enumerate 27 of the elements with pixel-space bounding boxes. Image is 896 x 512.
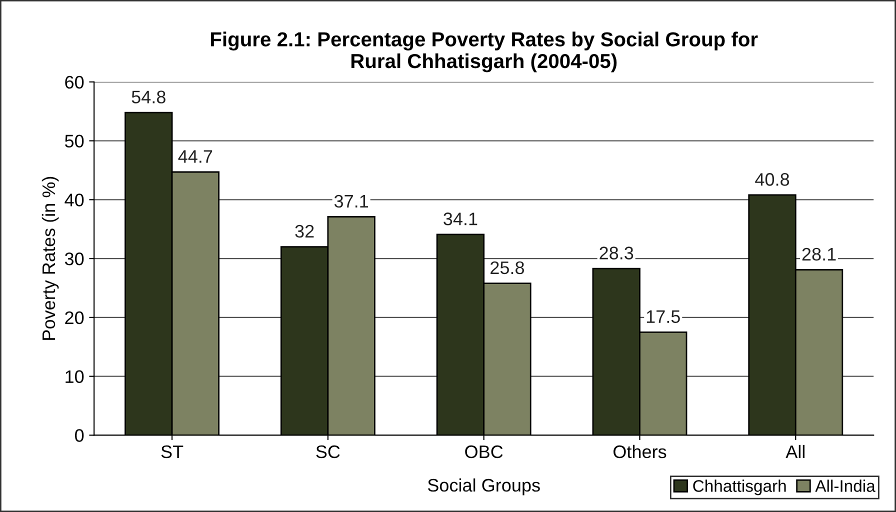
x-axis-title: Social Groups — [428, 478, 540, 496]
data-label: 25.8 — [490, 261, 524, 274]
y-tick-label: 60 — [65, 76, 84, 89]
y-tick-label: 50 — [65, 134, 84, 148]
chart-title: Figure 2.1: Percentage Poverty Rates by Social Group for Rural Chhatisgarh (2004-05) — [211, 32, 758, 72]
x-tick-label: Others — [614, 444, 666, 458]
legend-label: Chhattisgarh — [693, 480, 786, 496]
x-tick-label: SC — [316, 445, 340, 458]
data-label: 40.8 — [755, 173, 790, 186]
data-label: 28.1 — [802, 248, 836, 261]
x-tick-label: All — [786, 444, 804, 458]
x-tick-label: OBC — [465, 445, 503, 458]
y-tick-label: 20 — [65, 311, 84, 324]
data-label: 44.7 — [178, 150, 212, 163]
y-tick-label: 0 — [75, 429, 84, 442]
data-label: 32 — [295, 224, 314, 238]
legend-label: All-India — [815, 480, 876, 492]
data-label: 17.5 — [646, 310, 680, 324]
y-tick-label: 10 — [66, 370, 84, 384]
data-label: 54.8 — [132, 90, 166, 104]
x-tick-label: ST — [161, 445, 184, 458]
data-label: 34.1 — [444, 212, 478, 226]
y-tick-label: 30 — [64, 252, 84, 266]
y-tick-label: 40 — [64, 194, 84, 206]
y-axis-title: Poverty Rates (in %) — [42, 176, 59, 340]
data-label: 28.3 — [600, 246, 634, 260]
data-label: 37.1 — [334, 194, 368, 208]
